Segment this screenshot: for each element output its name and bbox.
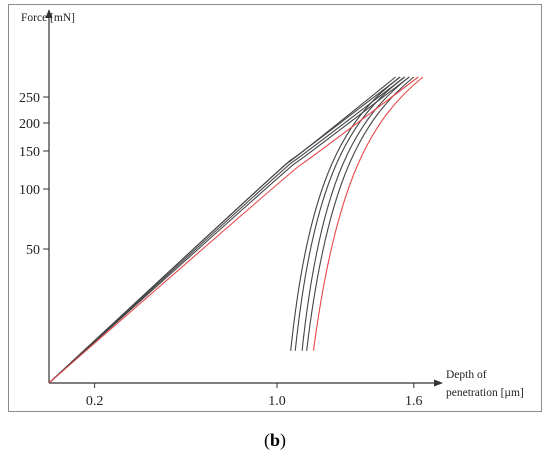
y-tick-label: 250	[19, 91, 40, 106]
red-loading-curve	[48, 76, 419, 384]
axes	[45, 9, 443, 387]
x-axis-title-line2: penetration [µm]	[446, 387, 524, 399]
figure-caption: (b)	[263, 430, 286, 450]
x-tick-label: 1.6	[405, 394, 423, 409]
gray-loading-curve	[48, 76, 401, 384]
gray-unloading-curve	[290, 76, 401, 351]
caption-letter: b	[269, 430, 280, 450]
y-tick-label: 150	[19, 145, 40, 160]
red-unloading-curve	[312, 76, 424, 351]
gray-loading-curve	[48, 76, 410, 384]
y-axis-title: Force [mN]	[21, 12, 75, 24]
x-axis-title-line1: Depth of	[446, 369, 487, 381]
gray-unloading-curve	[306, 76, 415, 351]
gray-loading-curve	[48, 76, 406, 384]
y-axis-arrow	[45, 9, 53, 18]
force-depth-chart: 50 100 150 200 250 0.2 1.0 1.6 Force [mN] Depth…	[19, 9, 524, 409]
gray-unloading-curve	[301, 76, 410, 351]
y-tick-label: 50	[26, 243, 40, 258]
x-tick-label: 1.0	[268, 394, 286, 409]
x-tick-label: 0.2	[86, 394, 104, 409]
curves	[48, 76, 424, 384]
x-axis-arrow	[434, 379, 443, 387]
figure-frame: 50 100 150 200 250 0.2 1.0 1.6 Force [mN] Depth…	[8, 4, 542, 412]
ticks: 50 100 150 200 250 0.2 1.0 1.6	[19, 91, 423, 409]
y-tick-label: 100	[19, 183, 40, 198]
gray-unloading-curve	[294, 76, 406, 351]
y-tick-label: 200	[19, 117, 40, 132]
